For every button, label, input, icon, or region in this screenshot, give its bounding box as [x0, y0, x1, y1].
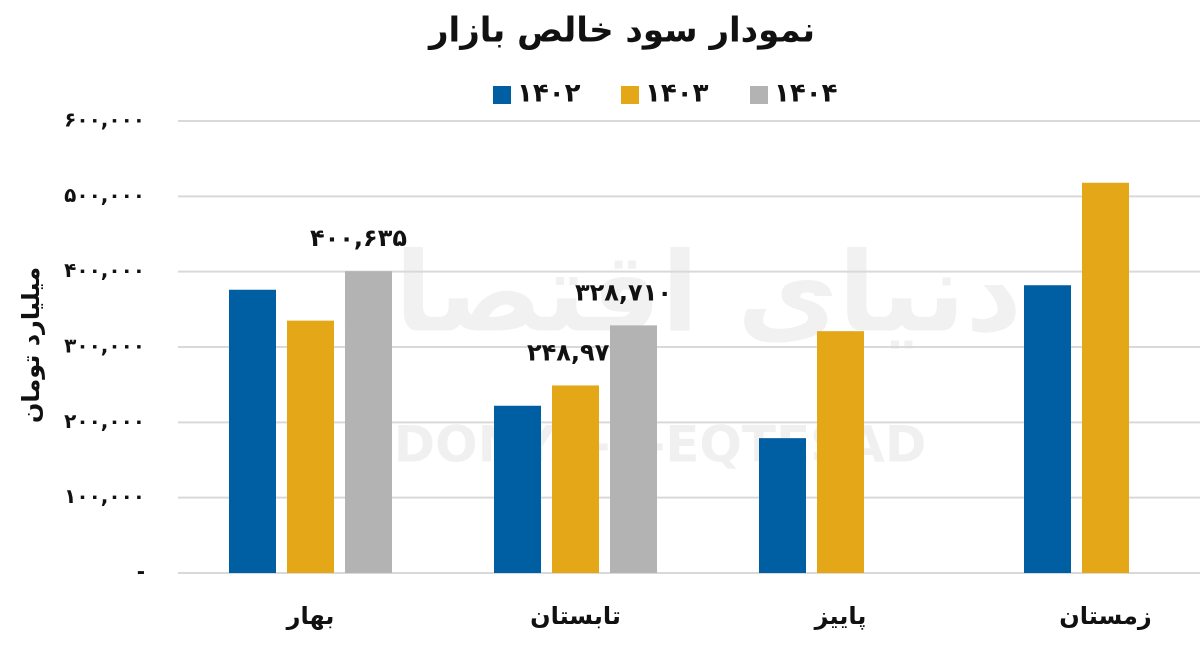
bar — [759, 438, 806, 573]
legend-swatch — [493, 86, 511, 104]
y-tick-label: ۵۰۰,۰۰۰ — [64, 183, 145, 207]
legend-label: ۱۴۰۴ — [774, 79, 837, 109]
watermark: دنیای اقتصاد — [338, 228, 1022, 356]
data-label: ۴۰۰,۶۳۵ — [310, 224, 407, 252]
y-tick-label: ۳۰۰,۰۰۰ — [64, 334, 145, 358]
y-tick-label: ۴۰۰,۰۰۰ — [64, 258, 145, 282]
data-label: ۳۲۸,۷۱۰ — [575, 278, 672, 306]
bar — [1082, 182, 1129, 574]
y-tick-label: ۱۰۰,۰۰۰ — [64, 484, 145, 508]
bar — [1024, 285, 1071, 573]
bar — [817, 331, 864, 573]
bar — [494, 405, 541, 573]
x-tick-label: تابستان — [530, 602, 621, 630]
y-tick-label: - — [137, 560, 145, 584]
x-tick-label: پاییز — [814, 602, 867, 630]
bar — [229, 289, 276, 573]
x-tick-label: زمستان — [1059, 602, 1151, 630]
chart-title: نمودار سود خالص بازار — [427, 11, 815, 51]
legend-label: ۱۴۰۳ — [645, 79, 709, 109]
legend-label: ۱۴۰۲ — [517, 79, 581, 109]
legend-swatch — [750, 86, 768, 104]
y-tick-label: ۶۰۰,۰۰۰ — [64, 108, 145, 132]
bar — [552, 385, 599, 573]
x-tick-label: بهار — [286, 602, 335, 630]
bar — [345, 271, 392, 573]
y-tick-label: ۲۰۰,۰۰۰ — [64, 409, 145, 433]
legend-swatch — [621, 86, 639, 104]
bar — [287, 320, 334, 573]
bar — [610, 325, 657, 573]
y-axis-label: میلیارد تومان — [17, 267, 45, 423]
data-label: ۲۴۸,۹۷۹ — [527, 338, 624, 366]
